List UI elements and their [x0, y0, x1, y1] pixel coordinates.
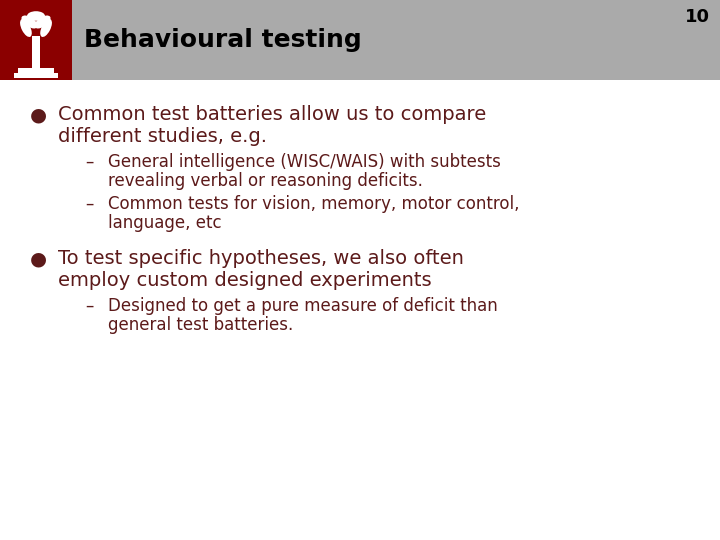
Text: 10: 10 [685, 8, 710, 26]
Ellipse shape [22, 16, 37, 29]
Text: Behavioural testing: Behavioural testing [84, 28, 361, 52]
Text: Common test batteries allow us to compare: Common test batteries allow us to compar… [58, 105, 486, 124]
Text: To test specific hypotheses, we also often: To test specific hypotheses, we also oft… [58, 249, 464, 268]
Text: –: – [85, 153, 94, 171]
Ellipse shape [27, 11, 45, 21]
Ellipse shape [20, 19, 32, 37]
Text: –: – [85, 297, 94, 315]
Bar [18, 68, 54, 73]
Ellipse shape [40, 19, 52, 37]
Text: ●: ● [30, 249, 47, 268]
Bar [32, 36, 40, 72]
Text: different studies, e.g.: different studies, e.g. [58, 127, 267, 146]
Text: General intelligence (WISC/WAIS) with subtests: General intelligence (WISC/WAIS) with su… [108, 153, 501, 171]
Text: language, etc: language, etc [108, 214, 222, 232]
Bar [0, 0, 720, 80]
Text: Common tests for vision, memory, motor control,: Common tests for vision, memory, motor c… [108, 195, 520, 213]
Text: general test batteries.: general test batteries. [108, 316, 293, 334]
Text: ●: ● [30, 105, 47, 124]
Text: revealing verbal or reasoning deficits.: revealing verbal or reasoning deficits. [108, 172, 423, 190]
Bar [14, 73, 58, 78]
Text: Designed to get a pure measure of deficit than: Designed to get a pure measure of defici… [108, 297, 498, 315]
Text: employ custom designed experiments: employ custom designed experiments [58, 271, 431, 290]
Bar [0, 0, 72, 80]
Text: –: – [85, 195, 94, 213]
Ellipse shape [35, 16, 50, 29]
